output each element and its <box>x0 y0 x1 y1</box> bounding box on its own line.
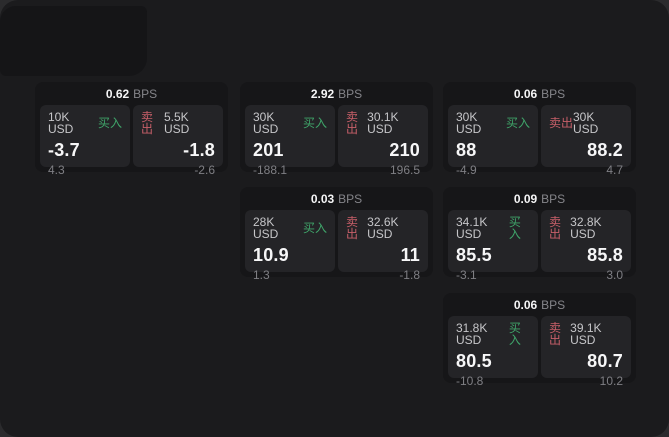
buy-label: 买入 <box>508 321 521 347</box>
bps-unit-label: BPS <box>133 86 158 101</box>
sell-sub-value: -1.8 <box>399 268 420 282</box>
sell-price: 210 <box>389 140 420 160</box>
buy-panel[interactable]: 30K USD 买入 201 -188.1 <box>245 105 335 176</box>
bps-header: 2.92 BPS <box>240 82 433 105</box>
sell-label: 卖出 <box>549 116 574 130</box>
bps-header: 0.03 BPS <box>240 187 433 210</box>
buy-panel[interactable]: 10K USD 买入 -3.7 4.3 <box>40 105 130 176</box>
quote-card-1: 2.92 BPS 30K USD 买入 201 -188.1 卖出 30.1K … <box>240 82 433 176</box>
sell-panel[interactable]: 卖出 5.5K USD -1.8 -2.6 <box>133 105 223 176</box>
buy-price: 88 <box>456 140 477 160</box>
buy-sub-value: -4.9 <box>456 163 477 177</box>
bps-unit-label: BPS <box>541 86 566 101</box>
buy-amount: 34.1K USD <box>456 215 488 241</box>
quote-card-4: 0.09 BPS 34.1K USD 买入 85.5 -3.1 卖出 32.8K… <box>443 187 636 281</box>
buy-price: 85.5 <box>456 245 492 265</box>
buy-price: 10.9 <box>253 245 289 265</box>
sell-sub-value: -2.6 <box>194 163 215 177</box>
bps-value: 0.62 <box>105 86 130 101</box>
sell-label: 卖出 <box>346 110 359 136</box>
quote-card-2: 0.06 BPS 30K USD 买入 88 -4.9 卖出 30K USD 8… <box>443 82 636 176</box>
sell-sub-value: 4.7 <box>606 163 623 177</box>
sell-price: 85.8 <box>587 245 623 265</box>
sell-panel[interactable]: 卖出 32.8K USD 85.8 3.0 <box>541 210 631 281</box>
sell-price: 88.2 <box>587 140 623 160</box>
buy-price: -3.7 <box>48 140 80 160</box>
sell-label: 卖出 <box>346 215 359 241</box>
buy-amount: 30K USD <box>253 110 279 136</box>
bps-header: 0.06 BPS <box>443 82 636 105</box>
sell-sub-value: 10.2 <box>599 374 623 388</box>
bps-value: 0.03 <box>310 191 335 206</box>
bps-value: 0.09 <box>513 191 538 206</box>
bps-unit-label: BPS <box>541 297 566 312</box>
sell-panel[interactable]: 卖出 30K USD 88.2 4.7 <box>541 105 631 176</box>
buy-panel[interactable]: 28K USD 买入 10.9 1.3 <box>245 210 335 281</box>
buy-panel[interactable]: 34.1K USD 买入 85.5 -3.1 <box>448 210 538 281</box>
buy-panel[interactable]: 31.8K USD 买入 80.5 -10.8 <box>448 316 538 387</box>
top-left-dark-shape <box>0 6 147 76</box>
buy-amount: 28K USD <box>253 215 279 241</box>
buy-label: 买入 <box>508 215 521 241</box>
sell-label: 卖出 <box>549 215 562 241</box>
buy-sub-value: -3.1 <box>456 268 477 282</box>
sell-sub-value: 3.0 <box>606 268 623 282</box>
buy-panel[interactable]: 30K USD 买入 88 -4.9 <box>448 105 538 176</box>
sell-label: 卖出 <box>141 110 154 136</box>
buy-price: 201 <box>253 140 284 160</box>
sell-amount: 39.1K USD <box>570 321 602 347</box>
sell-label: 卖出 <box>549 321 562 347</box>
bps-unit-label: BPS <box>541 191 566 206</box>
buy-label: 买入 <box>303 116 328 130</box>
sell-price: 11 <box>400 245 420 265</box>
sell-price: -1.8 <box>183 140 215 160</box>
buy-label: 买入 <box>303 221 328 235</box>
bps-unit-label: BPS <box>338 86 363 101</box>
sell-price: 80.7 <box>587 351 623 371</box>
buy-sub-value: 1.3 <box>253 268 270 282</box>
buy-sub-value: 4.3 <box>48 163 65 177</box>
bps-header: 0.62 BPS <box>35 82 228 105</box>
buy-amount: 10K USD <box>48 110 74 136</box>
buy-label: 买入 <box>506 116 531 130</box>
buy-amount: 31.8K USD <box>456 321 488 347</box>
buy-sub-value: -188.1 <box>253 163 288 177</box>
buy-sub-value: -10.8 <box>456 374 484 388</box>
buy-price: 80.5 <box>456 351 492 371</box>
quote-card-5: 0.06 BPS 31.8K USD 买入 80.5 -10.8 卖出 39.1… <box>443 293 636 387</box>
sell-sub-value: 196.5 <box>389 163 420 177</box>
bps-header: 0.09 BPS <box>443 187 636 210</box>
bps-unit-label: BPS <box>338 191 363 206</box>
bps-header: 0.06 BPS <box>443 293 636 316</box>
sell-panel[interactable]: 卖出 32.6K USD 11 -1.8 <box>338 210 428 281</box>
sell-amount: 30K USD <box>573 110 599 136</box>
sell-panel[interactable]: 卖出 39.1K USD 80.7 10.2 <box>541 316 631 387</box>
quote-card-0: 0.62 BPS 10K USD 买入 -3.7 4.3 卖出 5.5K USD… <box>35 82 228 176</box>
bps-value: 2.92 <box>310 86 335 101</box>
sell-amount: 32.8K USD <box>570 215 602 241</box>
sell-amount: 32.6K USD <box>367 215 399 241</box>
sell-panel[interactable]: 卖出 30.1K USD 210 196.5 <box>338 105 428 176</box>
sell-amount: 5.5K USD <box>163 110 190 136</box>
quote-card-3: 0.03 BPS 28K USD 买入 10.9 1.3 卖出 32.6K US… <box>240 187 433 281</box>
bps-value: 0.06 <box>513 86 538 101</box>
buy-amount: 30K USD <box>456 110 482 136</box>
sell-amount: 30.1K USD <box>367 110 399 136</box>
bps-value: 0.06 <box>513 297 538 312</box>
buy-label: 买入 <box>98 116 123 130</box>
